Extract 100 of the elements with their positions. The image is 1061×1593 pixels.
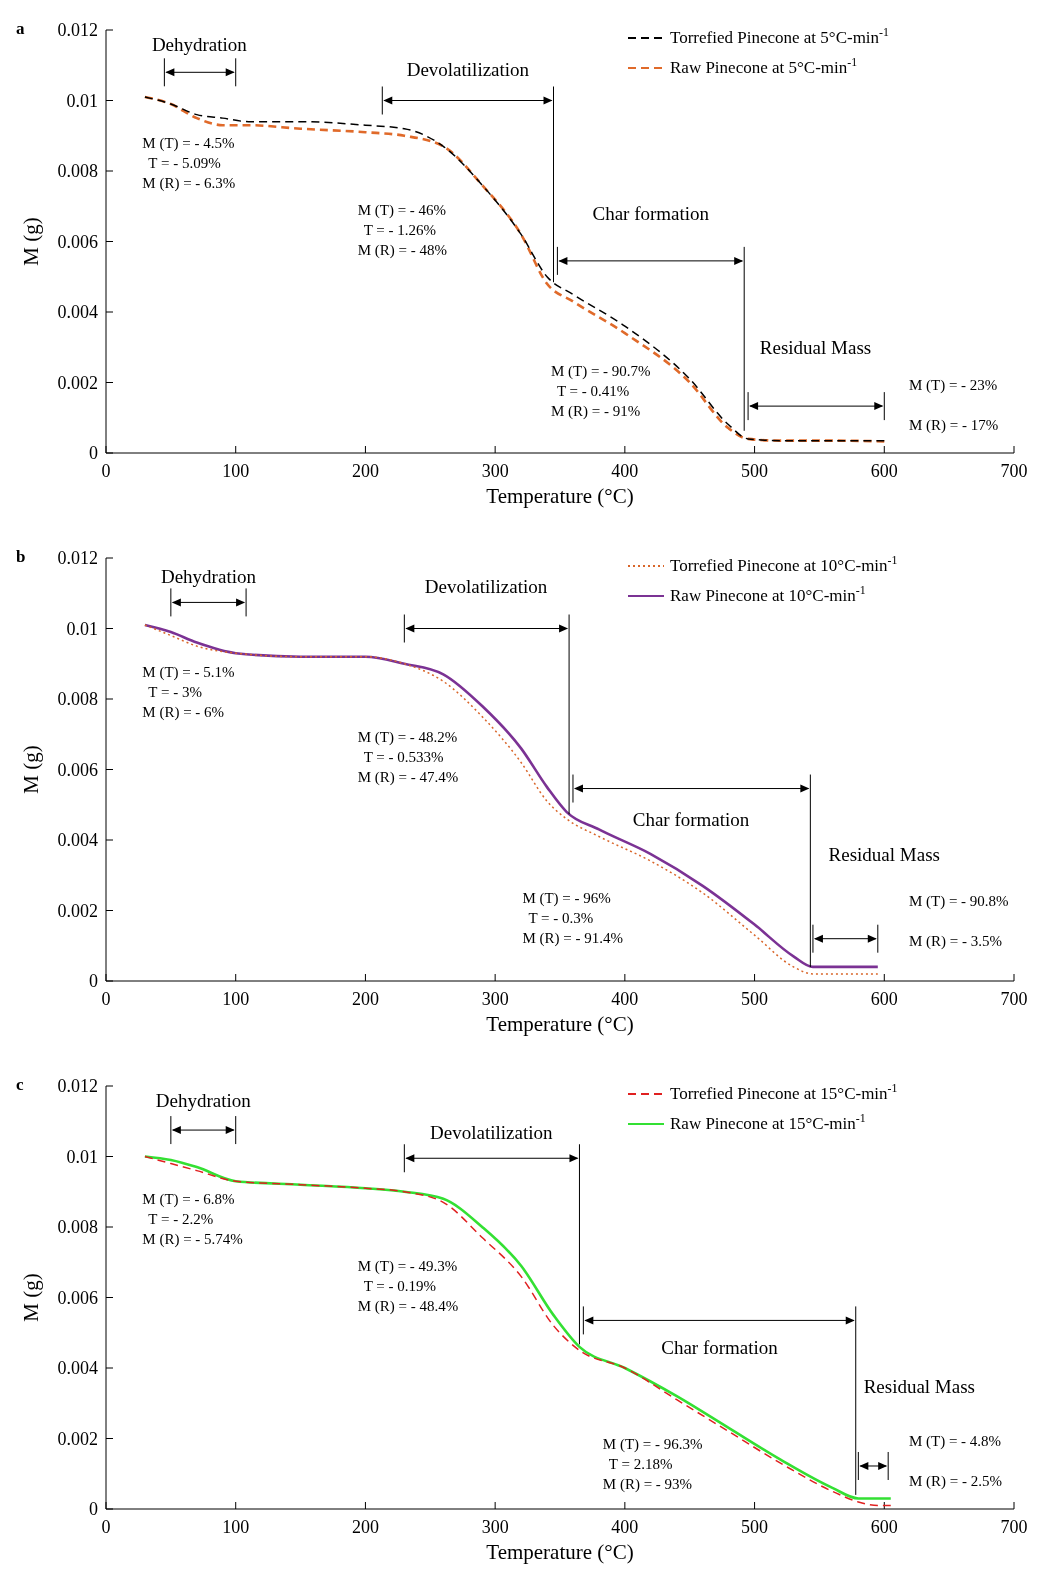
- y-axis-title: M (g): [19, 1273, 43, 1322]
- annotation: M (R) = - 48.4%: [357, 1298, 459, 1316]
- x-tick-label: 200: [351, 461, 379, 481]
- chart-title: b: [16, 547, 26, 566]
- annotation: M (T) = - 4.5%: [142, 135, 235, 153]
- x-tick-label: 700: [1000, 989, 1028, 1009]
- annotation: M (T) = - 6.8%: [142, 1191, 235, 1209]
- y-tick-label: 0.01: [66, 90, 98, 111]
- y-tick-label: 0.008: [57, 1217, 98, 1237]
- x-tick-label: 700: [1000, 1517, 1028, 1537]
- x-tick-label: 500: [741, 461, 769, 481]
- x-axis-title: Temperature (°C): [486, 484, 634, 508]
- x-axis-title: Temperature (°C): [486, 1540, 634, 1564]
- y-tick-label: 0.006: [57, 1287, 98, 1308]
- annotation: Dehydration: [160, 565, 257, 587]
- y-tick-label: 0.004: [57, 302, 98, 322]
- annotation: Char formation: [661, 1336, 779, 1358]
- y-tick-label: 0.004: [57, 1358, 98, 1378]
- y-tick-label: 0.012: [57, 1076, 98, 1096]
- annotation: M (T) = - 96%: [522, 890, 611, 908]
- annotation: M (R) = - 47.4%: [357, 769, 459, 787]
- annotation: Devolatilization: [424, 576, 548, 598]
- legend-label: Torrefied Pinecone at 10°C-min$^{-1}$: [670, 553, 898, 575]
- y-tick-label: 0.012: [57, 20, 98, 40]
- x-tick-label: 300: [481, 989, 509, 1009]
- x-tick-label: 600: [870, 1517, 898, 1537]
- annotation: M (R) = - 3.5%: [908, 932, 1002, 950]
- y-tick-label: 0.002: [57, 372, 98, 393]
- annotation: T = - 2.2%: [148, 1211, 214, 1228]
- x-tick-label: 400: [611, 461, 639, 481]
- y-tick-label: 0: [89, 443, 98, 463]
- y-tick-label: 0.01: [66, 618, 98, 639]
- annotation: T = - 3%: [148, 683, 202, 700]
- annotation: T = - 0.19%: [363, 1278, 436, 1295]
- annotation: T = - 0.3%: [528, 910, 594, 927]
- y-tick-label: 0.01: [66, 1146, 98, 1167]
- y-tick-label: 0.006: [57, 231, 98, 252]
- chart-title: a: [16, 19, 25, 38]
- annotation: Devolatilization: [430, 1121, 553, 1143]
- annotation: M (T) = - 4.8%: [908, 1432, 1002, 1450]
- x-tick-label: 400: [611, 989, 639, 1009]
- annotation: M (T) = - 49.3%: [357, 1258, 458, 1276]
- y-tick-label: 0: [89, 1499, 98, 1519]
- annotation: T = 2.18%: [608, 1456, 673, 1473]
- x-tick-label: 600: [870, 989, 898, 1009]
- x-tick-label: 300: [481, 1517, 509, 1537]
- annotation: M (T) = - 96.3%: [602, 1436, 703, 1454]
- annotation: M (T) = - 90.8%: [908, 892, 1009, 910]
- annotation: Dehydration: [155, 1090, 252, 1112]
- annotation: M (R) = - 17%: [908, 416, 999, 434]
- y-tick-label: 0.006: [57, 759, 98, 780]
- annotation: Char formation: [632, 808, 750, 830]
- annotation: M (R) = - 6.3%: [142, 175, 236, 193]
- annotation: T = - 0.533%: [363, 749, 444, 766]
- annotation: M (R) = - 6%: [142, 703, 225, 721]
- chart-title: c: [16, 1075, 24, 1094]
- annotation: Char formation: [592, 203, 710, 225]
- y-tick-label: 0: [89, 971, 98, 991]
- legend-label: Torrefied Pinecone at 5°C-min$^{-1}$: [670, 25, 890, 47]
- x-tick-label: 100: [222, 1517, 250, 1537]
- x-tick-label: 700: [1000, 461, 1028, 481]
- annotation: M (R) = - 91%: [550, 403, 641, 421]
- y-tick-label: 0.002: [57, 1428, 98, 1449]
- x-tick-label: 100: [222, 989, 250, 1009]
- annotation: T = - 5.09%: [148, 155, 221, 172]
- annotation: M (T) = - 23%: [908, 376, 998, 394]
- annotation: M (T) = - 48.2%: [357, 729, 458, 747]
- x-tick-label: 200: [351, 989, 379, 1009]
- legend-label: Raw Pinecone at 10°C-min$^{-1}$: [670, 583, 866, 605]
- x-tick-label: 300: [481, 461, 509, 481]
- annotation: M (R) = - 2.5%: [908, 1472, 1002, 1490]
- x-tick-label: 600: [870, 461, 898, 481]
- y-axis-title: M (g): [19, 217, 43, 266]
- x-tick-label: 500: [741, 989, 769, 1009]
- annotation: T = - 1.26%: [363, 222, 436, 239]
- x-tick-label: 200: [351, 1517, 379, 1537]
- legend-label: Torrefied Pinecone at 15°C-min$^{-1}$: [670, 1081, 898, 1103]
- annotation: M (R) = - 93%: [602, 1476, 693, 1494]
- annotation: Devolatilization: [406, 58, 530, 80]
- annotation: M (R) = - 91.4%: [522, 930, 623, 948]
- legend-label: Raw Pinecone at 15°C-min$^{-1}$: [670, 1111, 866, 1133]
- y-tick-label: 0.008: [57, 689, 98, 709]
- y-axis-title: M (g): [19, 745, 43, 794]
- annotation: Dehydration: [151, 34, 248, 56]
- x-axis-title: Temperature (°C): [486, 1012, 634, 1036]
- y-tick-label: 0.004: [57, 830, 98, 850]
- annotation: T = - 0.41%: [556, 383, 630, 400]
- annotation: Residual Mass: [828, 844, 940, 866]
- x-tick-label: 500: [741, 1517, 769, 1537]
- annotation: M (T) = - 90.7%: [550, 363, 651, 381]
- annotation: Residual Mass: [863, 1375, 975, 1397]
- annotation: Residual Mass: [759, 337, 872, 359]
- y-tick-label: 0.012: [57, 548, 98, 568]
- annotation: M (R) = - 48%: [357, 242, 447, 260]
- annotation: M (R) = - 5.74%: [142, 1231, 243, 1249]
- legend-label: Raw Pinecone at 5°C-min$^{-1}$: [670, 55, 858, 77]
- x-tick-label: 400: [611, 1517, 639, 1537]
- y-tick-label: 0.002: [57, 900, 98, 921]
- y-tick-label: 0.008: [57, 161, 98, 181]
- annotation: M (T) = - 5.1%: [142, 663, 235, 681]
